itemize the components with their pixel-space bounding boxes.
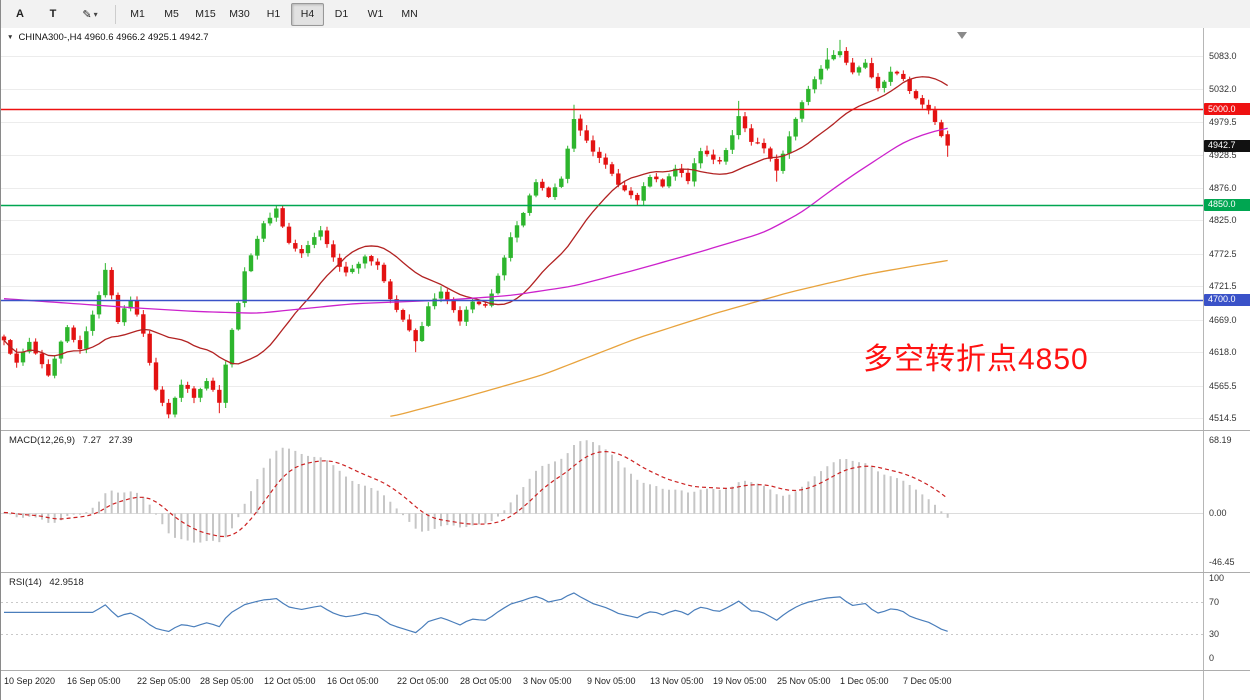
timeframe-m1-button[interactable]: M1 — [130, 8, 145, 20]
chevron-down-icon: ▾ — [93, 9, 98, 19]
timeframe-d1-button[interactable]: D1 — [334, 8, 349, 20]
chart-area: ▼ CHINA300-,H4 4960.6 4966.2 4925.1 4942… — [1, 28, 1250, 700]
tool-text-cursor-button[interactable]: T — [49, 8, 57, 20]
top-toolbar: A T ✎ ▾ M1 M5 M15 M30 H1 H4 D1 W1 MN — [1, 0, 1250, 29]
timeframe-m30-button[interactable]: M30 — [229, 8, 250, 20]
chart-header: ▼ CHINA300-,H4 4960.6 4966.2 4925.1 4942… — [7, 32, 209, 43]
chart-canvas[interactable] — [1, 28, 1250, 700]
timeframe-w1-button[interactable]: W1 — [367, 8, 384, 20]
symbol-marker-icon: ▼ — [7, 34, 14, 41]
rsi-name: RSI(14) — [9, 577, 42, 588]
drawing-tools-group: A T ✎ ▾ — [4, 3, 110, 26]
rsi-value: 42.9518 — [49, 577, 84, 588]
macd-panel-divider[interactable] — [1, 430, 1250, 431]
timeframe-mn-button[interactable]: MN — [401, 8, 418, 20]
macd-indicator-label: MACD(12,26,9) 7.27 27.39 — [9, 435, 138, 446]
draw-color-tool-button[interactable]: ✎ ▾ — [70, 3, 110, 26]
macd-main-value: 7.27 — [82, 435, 102, 446]
time-axis-divider — [1, 670, 1250, 671]
macd-name: MACD(12,26,9) — [9, 435, 75, 446]
price-scale-separator — [1203, 28, 1204, 700]
pencil-icon: ✎ — [82, 8, 92, 21]
timeframe-buttons-group: M1 M5 M15 M30 H1 H4 D1 W1 MN — [121, 2, 426, 26]
tool-text-button[interactable]: A — [16, 8, 24, 20]
timeframe-h4-button[interactable]: H4 — [291, 2, 324, 26]
timeframe-h1-button[interactable]: H1 — [266, 8, 281, 20]
timeframe-m15-button[interactable]: M15 — [195, 8, 216, 20]
timeframe-m5-button[interactable]: M5 — [164, 8, 179, 20]
chart-shift-marker[interactable] — [957, 32, 967, 39]
macd-signal-value: 27.39 — [108, 435, 133, 446]
toolbar-separator — [115, 4, 116, 24]
chart-text-annotation[interactable]: 多空转折点4850 — [863, 343, 1089, 376]
symbol-ohlc-text: CHINA300-,H4 4960.6 4966.2 4925.1 4942.7 — [18, 32, 209, 43]
rsi-panel-divider[interactable] — [1, 572, 1250, 573]
rsi-indicator-label: RSI(14) 42.9518 — [9, 577, 89, 588]
